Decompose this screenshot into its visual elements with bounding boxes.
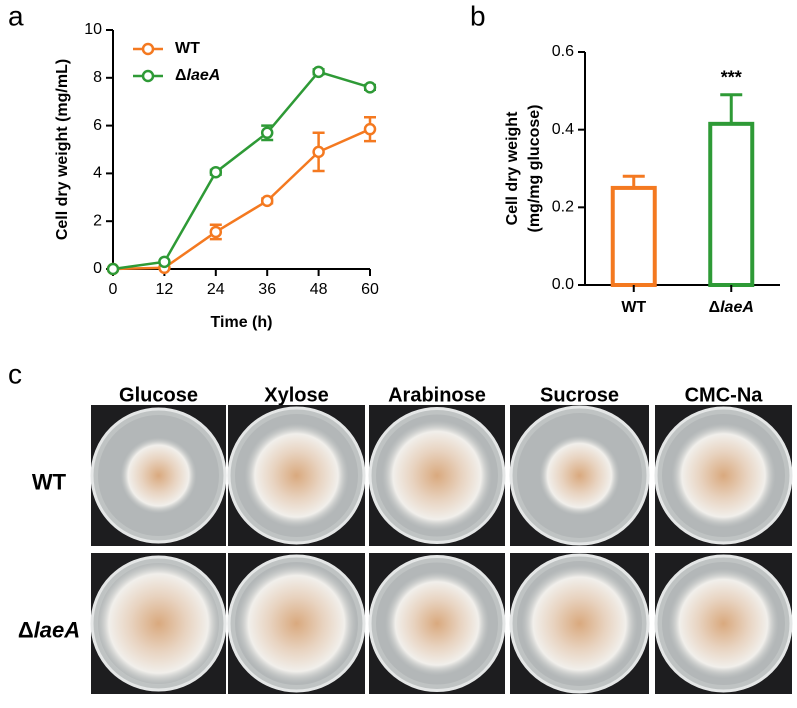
marker: [312, 145, 325, 159]
fungal-colony: [96, 561, 221, 686]
y-tick-label: 4: [93, 165, 102, 182]
row-label: ΔlaeA: [18, 617, 80, 642]
y-tick-label: 10: [84, 21, 102, 38]
bar: [610, 185, 657, 288]
error-bar: [720, 93, 743, 124]
y-tick-label: 6: [93, 117, 102, 134]
fungal-colony: [539, 435, 620, 516]
fungal-colony: [521, 565, 638, 682]
series-line: [112, 70, 371, 271]
legend-marker: [141, 69, 155, 83]
fungal-colony: [385, 571, 489, 676]
fungal-colony: [671, 423, 776, 528]
legend-marker: [141, 42, 155, 56]
column-header: Arabinose: [388, 384, 486, 406]
column-header: Sucrose: [540, 384, 619, 406]
panel-label: c: [8, 358, 22, 389]
plate-photo: [90, 405, 227, 546]
y-tick-label: 8: [93, 69, 102, 86]
marker: [106, 262, 120, 276]
row-label: WT: [32, 469, 67, 494]
panel-label: b: [470, 0, 486, 31]
legend-label: ΔlaeA: [175, 67, 220, 84]
marker: [312, 65, 325, 79]
series-line: [112, 128, 371, 271]
x-tick-label: WT: [621, 299, 646, 316]
y-axis-label: (mg/mg glucose): [526, 104, 543, 232]
x-tick-label: ΔlaeA: [709, 299, 754, 316]
marker: [363, 122, 377, 136]
x-axis-label: Time (h): [211, 314, 273, 331]
marker: [158, 255, 171, 269]
plate-photo: [227, 405, 366, 546]
plate-photo: [90, 553, 227, 694]
fungal-colony: [244, 423, 349, 528]
bar: [708, 121, 755, 288]
x-tick-label: 12: [156, 281, 174, 298]
x-tick-label: 36: [258, 281, 276, 298]
plate-photo: [227, 553, 366, 694]
marker: [209, 165, 223, 179]
y-tick-label: 0.4: [552, 121, 574, 138]
y-tick-label: 0: [93, 260, 102, 277]
x-tick-label: 60: [361, 281, 379, 298]
x-tick-label: 0: [109, 281, 118, 298]
y-axis-label: Cell dry weight: [504, 111, 521, 225]
significance-annotation: ***: [721, 67, 742, 87]
plate-photo: [509, 553, 650, 694]
x-tick-label: 24: [207, 281, 225, 298]
column-header: Glucose: [119, 384, 198, 406]
fungal-colony: [120, 437, 197, 514]
y-tick-label: 2: [93, 212, 102, 229]
fungal-colony: [382, 420, 492, 531]
column-header: Xylose: [264, 384, 328, 406]
x-tick-label: 48: [310, 281, 328, 298]
marker: [260, 126, 274, 140]
legend-label: WT: [175, 40, 200, 57]
panel-label: a: [8, 0, 24, 31]
plate-photo: [368, 553, 506, 694]
marker: [363, 81, 377, 94]
marker: [260, 194, 274, 208]
plate-photo: [509, 405, 650, 546]
y-tick-label: 0.6: [552, 43, 574, 60]
plate-photo: [368, 405, 506, 546]
marker: [209, 225, 223, 239]
y-tick-label: 0.2: [552, 199, 574, 216]
fungal-colony: [236, 563, 357, 684]
plate-photo: [654, 405, 793, 546]
y-axis-label: Cell dry weight (mg/mL): [54, 59, 71, 240]
plate-photo: [654, 553, 793, 694]
y-tick-label: 0.0: [552, 276, 574, 293]
fungal-colony: [668, 568, 779, 679]
column-header: CMC-Na: [685, 384, 764, 406]
